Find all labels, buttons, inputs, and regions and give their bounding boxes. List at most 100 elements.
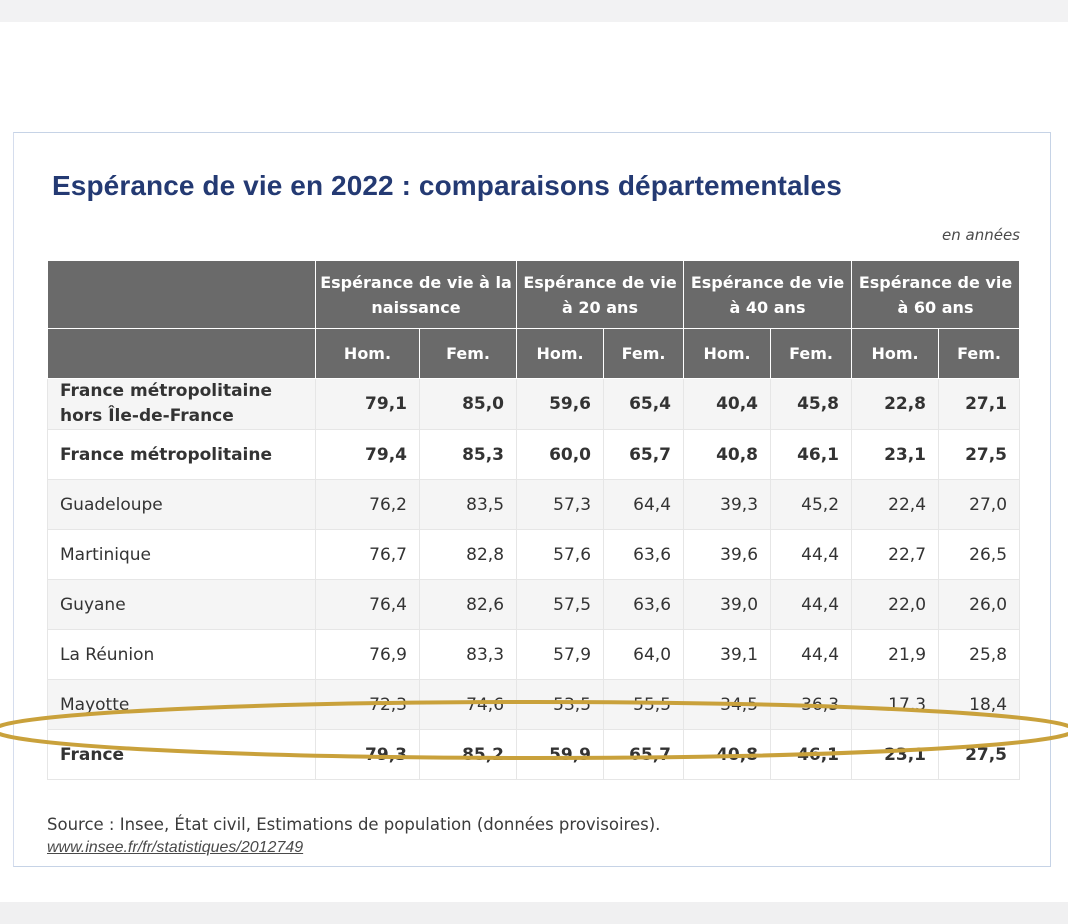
table-cell: 34,5 (683, 679, 772, 730)
table-cell: 59,6 (516, 378, 605, 430)
table-cell: 83,5 (418, 479, 518, 530)
table-cell: 44,4 (770, 579, 853, 630)
table-cell: 85,2 (418, 729, 518, 780)
header-women: Fem. (770, 328, 853, 379)
row-label: France métropolitaine hors Île-de-France (47, 378, 316, 430)
table-cell: 57,3 (516, 479, 605, 530)
table-row-highlighted: Mayotte 72,3 74,6 53,5 55,5 34,5 36,3 17… (47, 679, 1021, 730)
table-cell: 76,4 (315, 579, 420, 630)
table-cell: 79,4 (315, 429, 420, 480)
table-cell: 27,5 (938, 429, 1021, 480)
table-row: La Réunion 76,9 83,3 57,9 64,0 39,1 44,4… (47, 629, 1021, 680)
table-cell: 44,4 (770, 529, 853, 580)
table-cell: 53,5 (516, 679, 605, 730)
table-cell: 40,4 (683, 378, 772, 430)
row-label: La Réunion (47, 629, 316, 680)
header-empty-cell (47, 328, 316, 379)
header-row-sex: Hom. Fem. Hom. Fem. Hom. Fem. Hom. Fem. (47, 328, 1021, 379)
table-row: Guyane 76,4 82,6 57,5 63,6 39,0 44,4 22,… (47, 579, 1021, 630)
table-cell: 23,1 (851, 429, 940, 480)
table-cell: 27,5 (938, 729, 1021, 780)
table-cell: 65,4 (603, 378, 685, 430)
table-cell: 17,3 (851, 679, 940, 730)
table-cell: 46,1 (770, 729, 853, 780)
table-row: Guadeloupe 76,2 83,5 57,3 64,4 39,3 45,2… (47, 479, 1021, 530)
table-cell: 85,3 (418, 429, 518, 480)
table-cell: 46,1 (770, 429, 853, 480)
table-cell: 74,6 (418, 679, 518, 730)
table-cell: 82,6 (418, 579, 518, 630)
table-cell: 39,1 (683, 629, 772, 680)
table-row: France 79,3 85,2 59,9 65,7 40,8 46,1 23,… (47, 729, 1021, 780)
table-cell: 40,8 (683, 429, 772, 480)
table-row: France métropolitaine 79,4 85,3 60,0 65,… (47, 429, 1021, 480)
source-note: Source : Insee, État civil, Estimations … (47, 815, 661, 834)
header-men: Hom. (516, 328, 605, 379)
header-group-60: Espérance de vie à 60 ans (851, 260, 1021, 329)
header-men: Hom. (851, 328, 940, 379)
table-cell: 18,4 (938, 679, 1021, 730)
row-label: France métropolitaine (47, 429, 316, 480)
table-cell: 39,0 (683, 579, 772, 630)
row-label: France (47, 729, 316, 780)
row-label: Guadeloupe (47, 479, 316, 530)
bottom-band (0, 902, 1068, 924)
table-cell: 36,3 (770, 679, 853, 730)
row-label: Mayotte (47, 679, 316, 730)
table-cell: 22,0 (851, 579, 940, 630)
header-empty-cell (47, 260, 316, 329)
unit-note: en années (942, 226, 1020, 244)
header-group-40: Espérance de vie à 40 ans (683, 260, 853, 329)
table-cell: 44,4 (770, 629, 853, 680)
table-cell: 63,6 (603, 529, 685, 580)
source-link[interactable]: www.insee.fr/fr/statistiques/2012749 (47, 839, 304, 856)
header-group-birth: Espérance de vie à la naissance (314, 260, 518, 329)
table-cell: 85,0 (418, 378, 518, 430)
table-cell: 79,1 (315, 378, 420, 430)
table-cell: 21,9 (851, 629, 940, 680)
table-cell: 39,6 (683, 529, 772, 580)
header-women: Fem. (938, 328, 1021, 379)
table-cell: 26,0 (938, 579, 1021, 630)
table-title: Espérance de vie en 2022 : comparaisons … (52, 170, 842, 201)
table-cell: 27,0 (938, 479, 1021, 530)
table-cell: 57,9 (516, 629, 605, 680)
table-cell: 59,9 (516, 729, 605, 780)
header-group-20: Espérance de vie à 20 ans (516, 260, 685, 329)
table-cell: 64,4 (603, 479, 685, 530)
table-cell: 22,8 (851, 378, 940, 430)
table-cell: 39,3 (683, 479, 772, 530)
table-cell: 65,7 (603, 729, 685, 780)
table-cell: 25,8 (938, 629, 1021, 680)
table-cell: 26,5 (938, 529, 1021, 580)
header-women: Fem. (603, 328, 685, 379)
top-band (0, 0, 1068, 22)
table-cell: 45,2 (770, 479, 853, 530)
table-cell: 57,5 (516, 579, 605, 630)
table-cell: 55,5 (603, 679, 685, 730)
header-men: Hom. (315, 328, 420, 379)
life-expectancy-table: Espérance de vie à la naissance Espéranc… (47, 260, 1021, 780)
table-cell: 45,8 (770, 378, 853, 430)
row-label: Martinique (47, 529, 316, 580)
table-cell: 60,0 (516, 429, 605, 480)
table-cell: 64,0 (603, 629, 685, 680)
table-cell: 23,1 (851, 729, 940, 780)
table-cell: 76,2 (315, 479, 420, 530)
table-cell: 57,6 (516, 529, 605, 580)
header-men: Hom. (683, 328, 772, 379)
header-row-groups: Espérance de vie à la naissance Espéranc… (47, 260, 1021, 329)
table-cell: 76,7 (315, 529, 420, 580)
table-cell: 83,3 (418, 629, 518, 680)
table-cell: 76,9 (315, 629, 420, 680)
row-label: Guyane (47, 579, 316, 630)
table-row: France métropolitaine hors Île-de-France… (47, 378, 1021, 430)
table-cell: 72,3 (315, 679, 420, 730)
table-cell: 22,7 (851, 529, 940, 580)
table-row: Martinique 76,7 82,8 57,6 63,6 39,6 44,4… (47, 529, 1021, 580)
table-cell: 65,7 (603, 429, 685, 480)
table-cell: 63,6 (603, 579, 685, 630)
table-cell: 79,3 (315, 729, 420, 780)
table-cell: 40,8 (683, 729, 772, 780)
table-cell: 27,1 (938, 378, 1021, 430)
